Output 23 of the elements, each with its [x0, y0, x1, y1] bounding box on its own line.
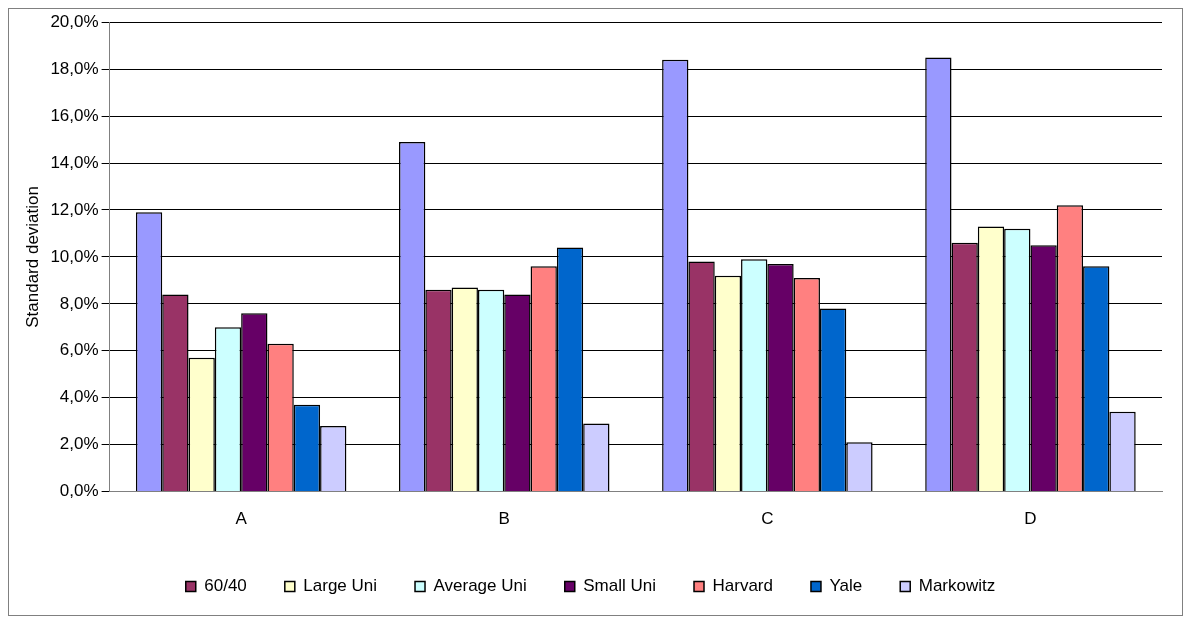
legend-label: 60/40	[204, 576, 247, 596]
y-tick-label: 8,0%	[59, 293, 99, 313]
x-tick-label: C	[761, 509, 774, 529]
legend-label: Large Uni	[303, 576, 378, 596]
y-tick-label: 20,0%	[50, 11, 99, 31]
x-tick-label: B	[498, 509, 510, 529]
y-axis-title: Standard deviation	[22, 186, 42, 328]
x-tick-label: A	[235, 509, 248, 529]
y-tick-label: 0,0%	[59, 481, 99, 501]
legend-label: Average Uni	[433, 576, 527, 596]
y-tick-label: 14,0%	[50, 152, 99, 172]
y-tick-label: 6,0%	[59, 340, 99, 360]
x-tick-label: D	[1024, 509, 1037, 529]
legend-label: Harvard	[712, 576, 773, 596]
legend-label: Markowitz	[918, 576, 996, 596]
y-tick-label: 12,0%	[50, 199, 99, 219]
y-tick-label: 4,0%	[59, 387, 99, 407]
y-tick-label: 16,0%	[50, 105, 99, 125]
legend-label: Yale	[829, 576, 863, 596]
y-tick-label: 10,0%	[50, 246, 99, 266]
y-tick-label: 2,0%	[59, 434, 99, 454]
y-tick-label: 18,0%	[50, 58, 99, 78]
legend-label: Small Uni	[583, 576, 657, 596]
